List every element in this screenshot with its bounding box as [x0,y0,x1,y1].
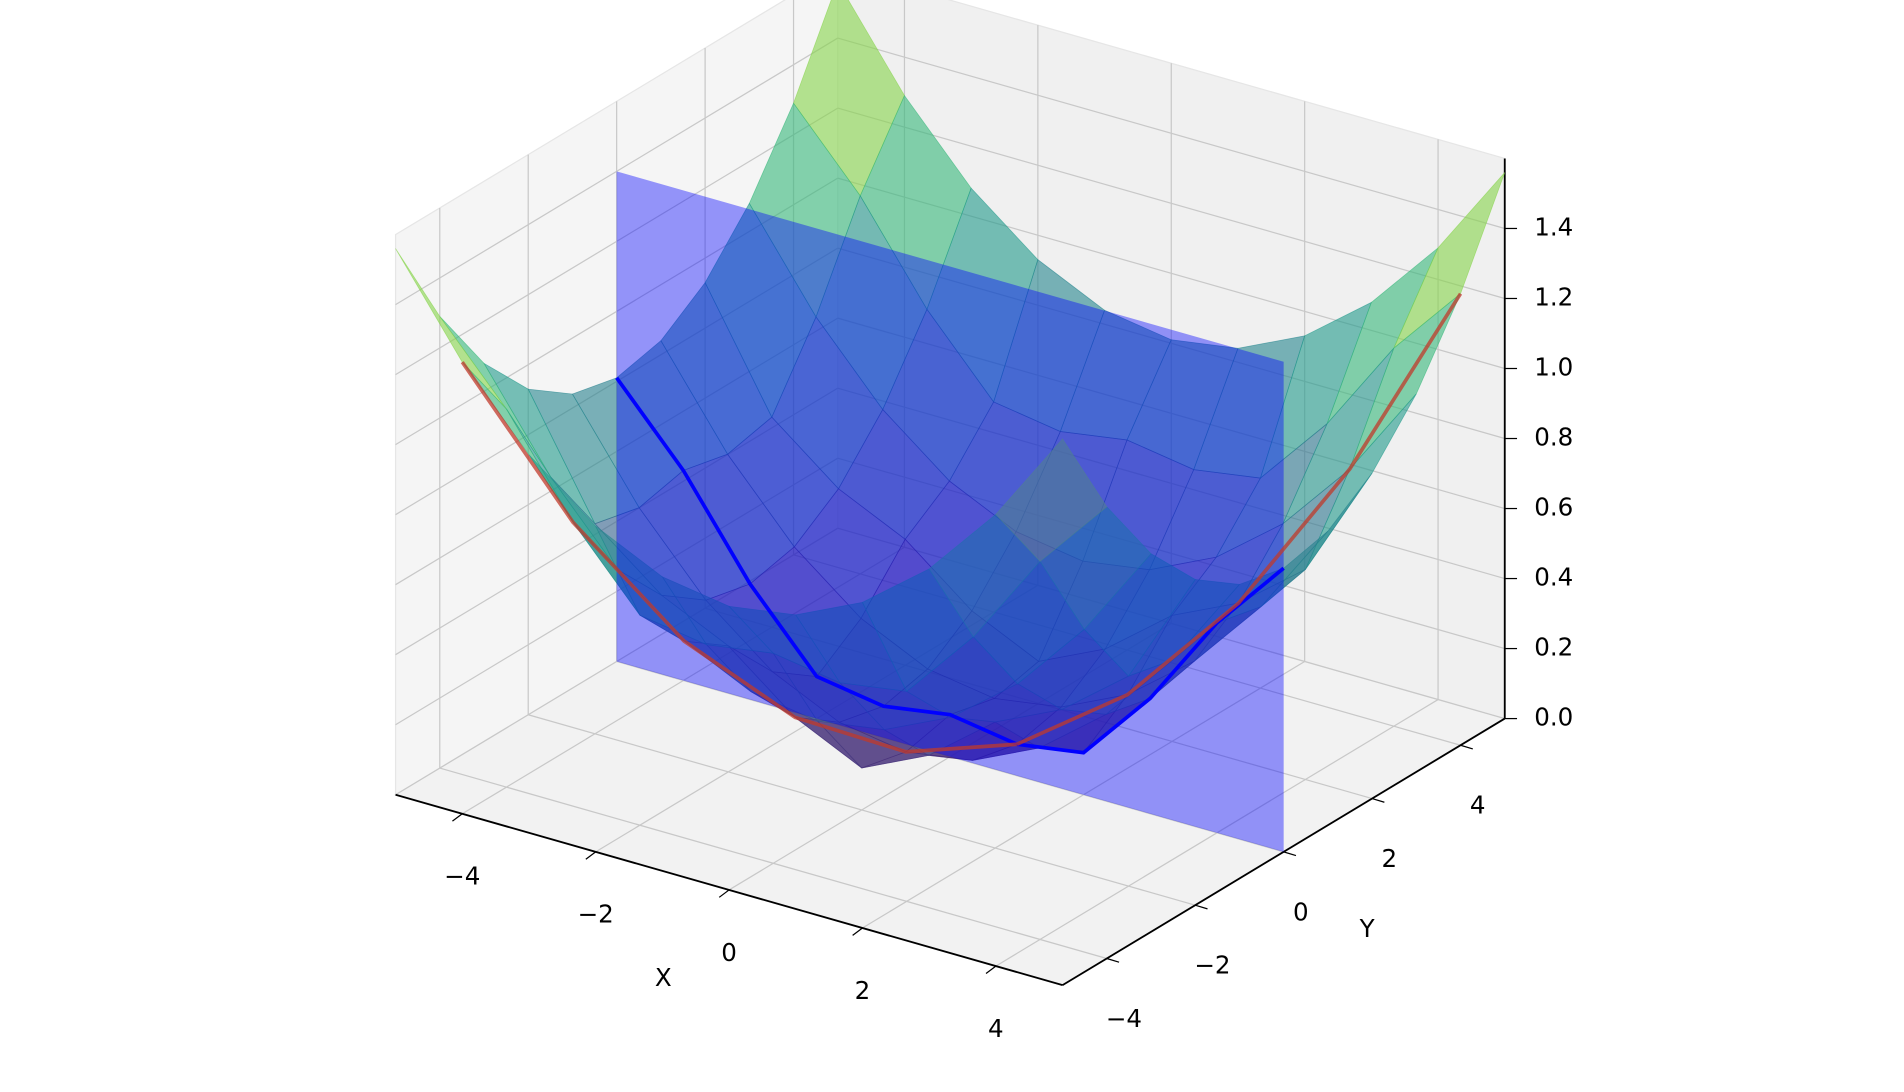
z-tick-label: 0.0 [1534,703,1573,732]
x-tick-label: −4 [444,862,480,891]
overlay [460,171,1463,852]
plane-curve [615,376,1285,755]
labels: X Y −4 −2 0 2 4 −4 −2 0 2 4 0.0 0.2 0.4 0.6 0.8 1.0 1.2 1… [444,212,1573,1042]
y-axis [1062,717,1506,986]
x-tick-label: −2 [578,900,614,929]
x-tick [585,851,597,860]
grid-line [395,37,839,306]
x-tick [852,927,863,936]
x-tick-label: 0 [721,938,737,967]
z-tick-label: 1.2 [1534,282,1573,311]
x-tick [985,965,997,974]
y-tick-label: 2 [1381,844,1397,873]
surface [395,0,1506,769]
plane [616,171,1284,852]
x-tick [718,889,730,898]
z-tick-label: 0.4 [1534,563,1573,592]
grid-line [439,767,1107,960]
z-tick-label: 0.8 [1534,423,1573,452]
y-tick [1460,744,1473,750]
descent-path [460,361,1017,754]
x-tick-label: 2 [855,976,871,1005]
surface-patch [995,438,1108,562]
y-tick [1283,851,1297,857]
grid-line [528,714,1196,906]
x-axis-title: X [655,963,672,992]
z-tick-label: 0.6 [1534,493,1573,522]
z-tick-label: 1.0 [1534,353,1573,382]
y-tick-label: −4 [1106,1004,1142,1033]
grid-line [395,107,839,376]
descent-path [1016,292,1463,746]
x-tick-label: 4 [988,1014,1004,1043]
x-axis [395,793,1063,987]
z-tick-label: 1.4 [1534,212,1573,241]
y-tick [1371,797,1385,803]
y-axis-title: Y [1359,914,1376,943]
y-tick-label: −2 [1194,951,1230,980]
x-tick [452,813,463,822]
z-tick-label: 0.2 [1534,633,1573,662]
axes [395,158,1518,987]
y-tick-label: 0 [1293,897,1309,926]
y-tick [1195,904,1208,910]
y-tick-label: 4 [1470,791,1486,820]
grid-line [837,107,1505,300]
grid-line [837,37,1505,230]
y-tick [1106,957,1120,963]
